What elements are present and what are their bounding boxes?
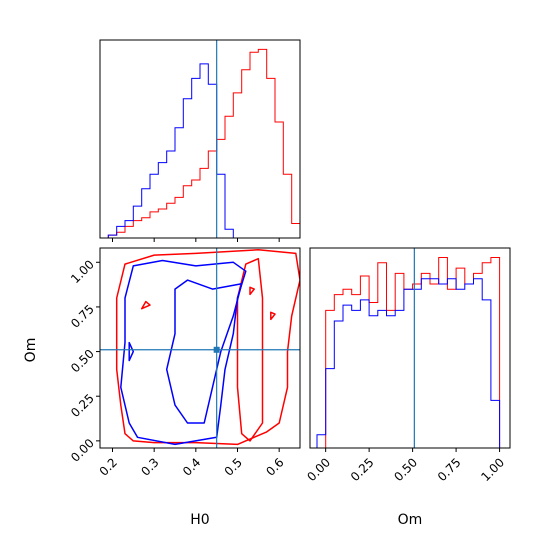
x-axis-label-om: Om: [398, 512, 423, 528]
blue-contour-line: [120, 259, 247, 446]
x-tick-label: 1.00: [478, 455, 507, 484]
red-contour-line: [249, 286, 255, 296]
blue-contour-line: [165, 279, 243, 424]
truth-marker: [213, 346, 220, 353]
x-tick-label: 0.3: [138, 455, 161, 478]
red-contour-line: [270, 311, 276, 321]
h0-histogram-panel: [99, 39, 301, 242]
axes-frame: [99, 39, 301, 239]
blue-histogram-series: [316, 278, 509, 448]
y-axis-label-om: Om: [23, 338, 39, 363]
red-histogram-series: [317, 257, 509, 448]
x-tick-label: 0.4: [180, 455, 203, 478]
blue-histogram-series: [100, 63, 300, 238]
blue-contour-line: [128, 341, 135, 362]
x-tick-label: 0.00: [304, 455, 333, 484]
x-tick-label: 0.6: [263, 455, 286, 478]
red-contour-line: [140, 300, 151, 310]
x-tick-label: 0.2: [97, 455, 120, 478]
x-tick-label: 0.75: [435, 455, 464, 484]
joint-contour-panel: 0.2 0.3 0.4 0.5 0.6 0.00 0.25 0.50 0.75 1.00: [68, 247, 301, 479]
x-tick-label: 0.5: [222, 455, 245, 478]
y-tick-label: 0.50: [68, 347, 97, 376]
red-contour-line: [115, 249, 300, 446]
x-tick-label: 0.25: [348, 455, 377, 484]
y-tick-label: 0.75: [68, 302, 97, 331]
y-tick-label: 1.00: [68, 257, 97, 286]
x-tick-label: 0.50: [391, 455, 420, 484]
y-tick-label: 0.25: [68, 391, 97, 420]
axes-frame: [309, 247, 511, 449]
axes-frame: [99, 247, 301, 449]
om-histogram-panel: 0.00 0.25 0.50 0.75 1.00: [304, 247, 511, 484]
x-axis-label-h0: H0: [190, 512, 209, 528]
y-tick-label: 0.00: [68, 436, 97, 465]
